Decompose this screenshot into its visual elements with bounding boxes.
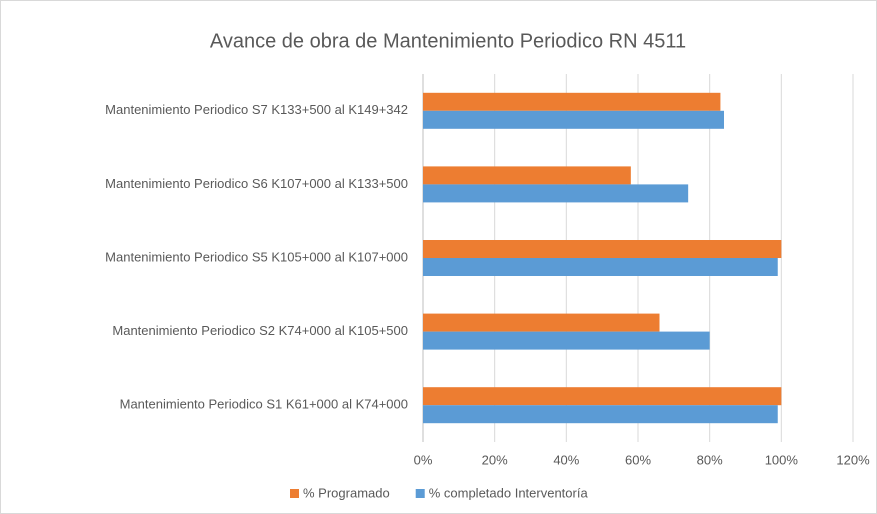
x-tick-label: 60% [625, 452, 651, 467]
x-tick-label: 120% [836, 452, 870, 467]
bar [423, 258, 778, 276]
legend-label: % Programado [303, 485, 390, 500]
y-tick-label: Mantenimiento Periodico S1 K61+000 al K7… [120, 397, 408, 412]
chart-title: Avance de obra de Mantenimiento Periodic… [210, 30, 686, 52]
x-tick-label: 100% [765, 452, 799, 467]
bar [423, 92, 721, 111]
x-tick-label: 80% [697, 452, 723, 467]
bar [423, 110, 724, 129]
bar [423, 166, 631, 185]
bar [423, 313, 660, 332]
x-tick-label: 20% [482, 452, 508, 467]
bar [423, 184, 689, 203]
y-tick-label: Mantenimiento Periodico S2 K74+000 al K1… [112, 323, 408, 338]
legend-swatch [290, 489, 299, 498]
y-tick-label: Mantenimiento Periodico S7 K133+500 al K… [105, 102, 408, 117]
bar [423, 405, 778, 424]
legend-swatch [415, 489, 425, 498]
bar [423, 387, 782, 406]
bar [423, 240, 782, 258]
y-tick-label: Mantenimiento Periodico S5 K105+000 al K… [105, 249, 408, 264]
x-tick-label: 0% [414, 452, 433, 467]
x-tick-label: 40% [553, 452, 579, 467]
y-tick-label: Mantenimiento Periodico S6 K107+000 al K… [105, 176, 408, 191]
bar [423, 331, 710, 350]
legend-label: % completado Interventoría [429, 485, 589, 500]
